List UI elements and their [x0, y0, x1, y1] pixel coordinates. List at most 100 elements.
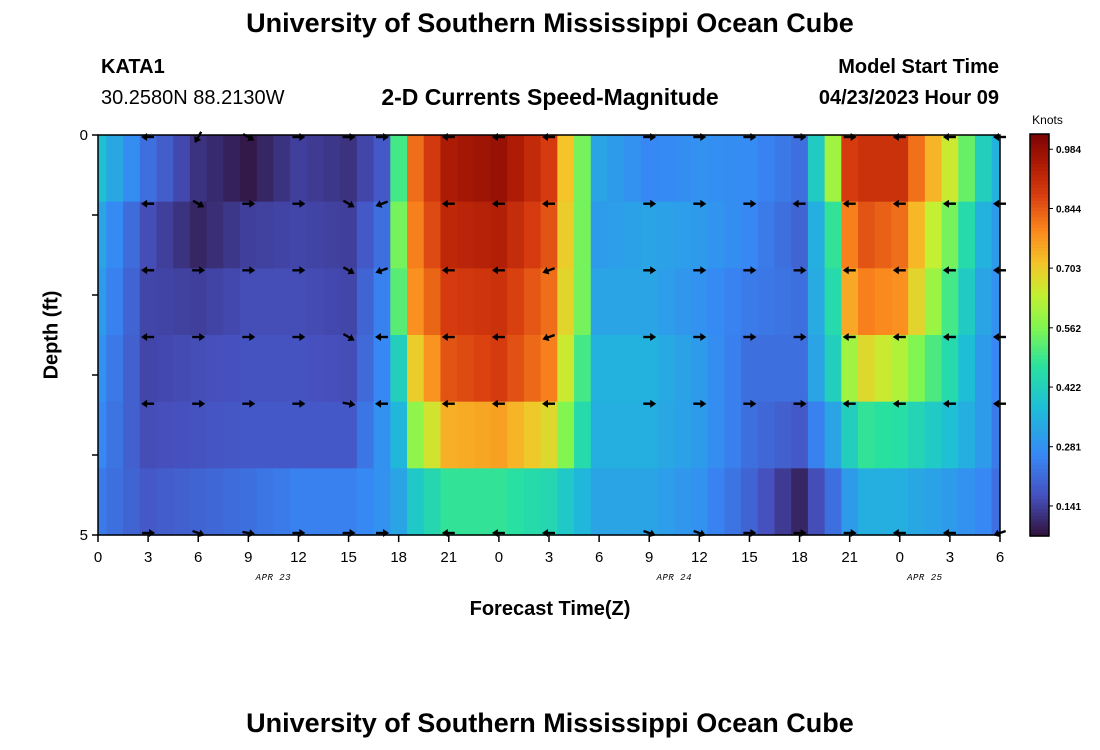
colorbar-segment: [1030, 412, 1049, 416]
heatmap-cell: [724, 468, 742, 536]
colorbar-segment: [1030, 375, 1049, 380]
colorbar-segment: [1030, 328, 1049, 333]
heatmap-cell: [724, 335, 742, 403]
heatmap-cell: [540, 135, 558, 203]
colorbar-segment: [1030, 428, 1049, 433]
current-vector-arrow: [643, 333, 657, 341]
heatmap-cell: [791, 201, 809, 269]
heatmap-cell: [624, 335, 642, 403]
heatmap-cell: [690, 268, 709, 336]
heatmap-cell: [590, 268, 609, 336]
colorbar-tick-label: 0.984: [1056, 145, 1081, 156]
heatmap-cell: [523, 135, 542, 203]
current-vector-arrow: [542, 399, 555, 408]
colorbar-segment: [1030, 184, 1049, 189]
heatmap-cell: [223, 401, 241, 469]
colorbar-segment: [1030, 217, 1049, 222]
heatmap-cell: [206, 135, 224, 203]
current-vector-arrow: [542, 266, 556, 275]
colorbar-segment: [1030, 281, 1049, 286]
heatmap-cell: [690, 468, 709, 536]
heatmap-cell: [824, 468, 842, 536]
current-vector-arrow: [141, 399, 155, 408]
heatmap-cell: [974, 401, 993, 469]
colorbar-segment: [1030, 455, 1049, 460]
heatmap-cell: [540, 335, 558, 403]
current-vector-arrow: [793, 333, 807, 341]
heatmap-cell: [473, 468, 492, 536]
heatmap-cell: [974, 135, 993, 203]
heatmap-cell: [457, 201, 475, 269]
colorbar-segment: [1030, 515, 1049, 520]
heatmap-cell: [423, 468, 442, 536]
heatmap-cell: [807, 468, 826, 536]
heatmap-cell: [590, 468, 609, 536]
colorbar-segment: [1030, 445, 1049, 450]
heatmap-cell: [674, 201, 692, 269]
heatmap-cell: [106, 135, 124, 203]
heatmap-cell: [123, 401, 141, 469]
heatmap-cell: [557, 335, 575, 403]
heatmap-cell: [156, 468, 174, 536]
colorbar-segment: [1030, 214, 1049, 219]
colorbar-segment: [1030, 264, 1049, 269]
heatmap-cell: [189, 401, 208, 469]
heatmap-cell: [974, 335, 993, 403]
current-vector-arrow: [342, 399, 356, 408]
x-tick-label: 0: [94, 549, 102, 566]
heatmap-cell: [624, 201, 642, 269]
x-tick-label: 3: [144, 549, 152, 566]
colorbar-segment: [1030, 284, 1049, 289]
heatmap-cell: [473, 335, 492, 403]
heatmap-cell: [657, 268, 675, 336]
heatmap-cell: [574, 201, 592, 269]
current-vector-arrow: [491, 266, 505, 275]
heatmap-cell: [356, 268, 375, 336]
x-tick-label: 12: [290, 549, 307, 566]
heatmap-cell: [290, 335, 308, 403]
colorbar-segment: [1030, 371, 1049, 376]
colorbar-segment: [1030, 157, 1049, 162]
colorbar-segment: [1030, 147, 1049, 152]
heatmap-cell: [323, 268, 341, 336]
current-vector-arrow: [942, 399, 956, 408]
colorbar-segment: [1030, 415, 1049, 420]
heatmap-cell: [256, 335, 274, 403]
heatmap-cell: [106, 201, 124, 269]
colorbar-segment: [1030, 134, 1049, 138]
heatmap-cell: [407, 135, 425, 203]
heatmap-cell: [574, 135, 592, 203]
x-tick-label: 21: [841, 549, 858, 566]
heatmap-cell: [407, 335, 425, 403]
colorbar-tick-label: 0.422: [1056, 383, 1081, 394]
heatmap-cell: [423, 335, 442, 403]
heatmap-cell: [924, 401, 943, 469]
heatmap-cell: [156, 201, 174, 269]
heatmap-cell: [457, 335, 475, 403]
heatmap-cell: [941, 468, 959, 536]
colorbar-segment: [1030, 442, 1049, 447]
colorbar-segment: [1030, 398, 1049, 403]
colorbar-segment: [1030, 241, 1049, 246]
heatmap-cell: [206, 335, 224, 403]
colorbar-segment: [1030, 355, 1049, 360]
colorbar-segment: [1030, 378, 1049, 383]
current-vector-arrow: [242, 333, 256, 341]
current-vector-arrow: [292, 199, 306, 208]
heatmap-cell: [98, 468, 107, 536]
heatmap-cell: [507, 201, 525, 269]
current-vector-arrow: [242, 266, 256, 275]
heatmap-cell: [757, 135, 776, 203]
heatmap-cell: [707, 201, 725, 269]
heatmap-cell: [473, 201, 492, 269]
colorbar-segment: [1030, 505, 1049, 510]
current-vector-arrow: [292, 333, 306, 341]
heatmap-cell: [841, 335, 859, 403]
current-vector-arrow: [892, 333, 906, 341]
colorbar-segment: [1030, 291, 1049, 296]
colorbar-segment: [1030, 174, 1049, 179]
heatmap-cell: [323, 135, 341, 203]
colorbar-segment: [1030, 435, 1049, 440]
heatmap-cell: [523, 201, 542, 269]
heatmap-cell: [874, 135, 893, 203]
